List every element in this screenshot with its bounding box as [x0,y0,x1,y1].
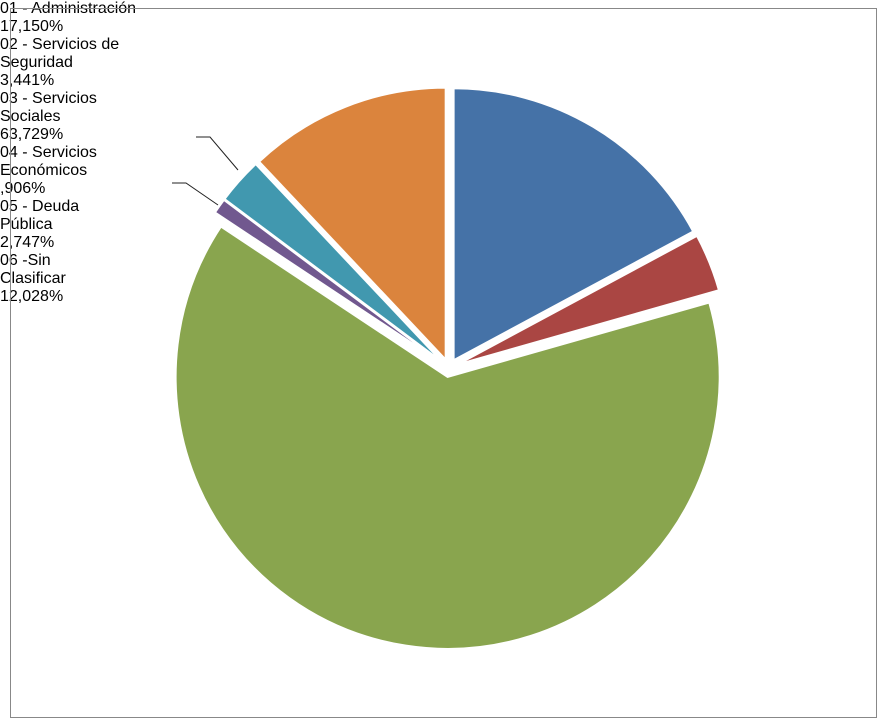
pie-slice [223,162,444,363]
pie-slice [452,87,695,362]
category-label: 02 - Servicios de Seguridad [0,36,120,71]
slice-label: 06 -Sin Clasificar 12,028% [0,252,95,306]
slice-label: 03 - Servicios Sociales 63,729% [0,90,150,144]
category-label: 04 - Servicios Económicos [0,144,97,179]
value-label: 63,729% [0,126,64,143]
pie-slice [174,225,721,650]
value-label: 17,150% [0,18,64,35]
slice-label: 02 - Servicios de Seguridad 3,441% [0,36,140,90]
pie-slice [456,234,721,366]
category-label: 03 - Servicios Sociales [0,90,97,125]
slice-label: 05 - Deuda Pública 2,747% [0,198,110,252]
value-label: 3,441% [0,72,55,89]
leader-line [196,136,239,171]
value-label: ,906% [0,180,46,197]
slice-label: 04 - Servicios Económicos ,906% [0,144,140,198]
category-label: 06 -Sin Clasificar [0,252,66,287]
chart-border [10,8,877,718]
pie-slice [213,198,443,364]
value-label: 2,747% [0,234,55,251]
category-label: 05 - Deuda Pública [0,198,80,233]
value-label: 12,028% [0,288,64,305]
leader-line [172,182,219,206]
pie-slice [257,86,447,363]
